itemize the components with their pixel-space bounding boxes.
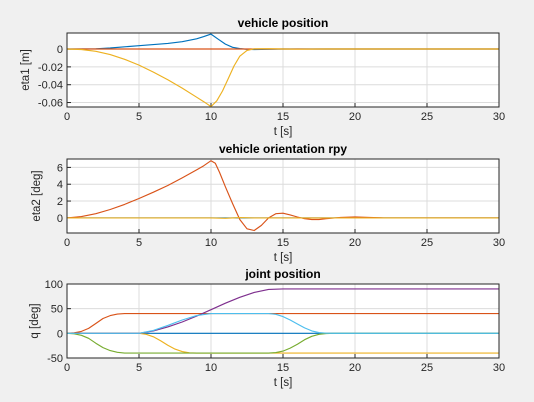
x-tick-label: 10	[205, 362, 217, 374]
x-axis-label: t [s]	[274, 126, 293, 138]
series-line-2	[67, 313, 499, 334]
x-tick-label: 0	[64, 362, 70, 374]
chart-title: joint position	[244, 267, 320, 281]
x-tick-label: 30	[493, 362, 505, 374]
y-tick-label: 0	[57, 328, 63, 340]
x-tick-label: 30	[493, 111, 505, 123]
x-tick-label: 0	[64, 237, 70, 249]
axes-border	[66, 32, 500, 108]
x-tick-label: 20	[349, 362, 361, 374]
y-tick-label: 100	[45, 279, 63, 291]
x-tick-label: 5	[136, 111, 142, 123]
x-tick-label: 5	[136, 237, 142, 249]
x-tick-label: 25	[421, 237, 433, 249]
x-tick-label: 30	[493, 237, 505, 249]
series-line-3	[67, 217, 499, 219]
subplot-1: 0 5 10 15 20 25 30 0 -0.02 -0.04 -0.06 vehicle posi…	[20, 16, 505, 138]
x-axis-label: t [s]	[274, 252, 293, 264]
y-tick-label: 0	[57, 44, 63, 56]
x-tick-label: 20	[349, 111, 361, 123]
series-group	[67, 288, 499, 354]
series-line-5	[67, 332, 499, 354]
x-tick-label: 10	[205, 237, 217, 249]
axes-border	[66, 283, 500, 359]
y-tick-label: 50	[51, 304, 63, 316]
series-group	[67, 33, 499, 107]
chart-title: vehicle orientation rpy	[219, 142, 347, 156]
series-line-3	[67, 48, 499, 107]
x-tick-label: 15	[277, 362, 289, 374]
x-tick-label: 25	[421, 362, 433, 374]
series-group	[67, 160, 499, 232]
y-tick-label: 0	[57, 213, 63, 225]
x-tick-label: 5	[136, 362, 142, 374]
y-tick-label: 2	[57, 196, 63, 208]
y-axis-label: eta2 [deg]	[31, 170, 43, 221]
chart-title: vehicle position	[238, 16, 329, 30]
y-tick-label: -0.04	[38, 80, 63, 92]
series-line-6	[67, 313, 499, 334]
x-tick-label: 0	[64, 111, 70, 123]
x-tick-label: 15	[277, 111, 289, 123]
y-tick-label: 4	[57, 179, 63, 191]
x-tick-label: 10	[205, 111, 217, 123]
y-tick-label: 6	[57, 162, 63, 174]
x-tick-label: 25	[421, 111, 433, 123]
axes-border	[66, 158, 500, 234]
y-axis-label: eta1 [m]	[20, 49, 32, 91]
y-tick-label: -0.06	[38, 98, 63, 110]
y-axis-label: q [deg]	[29, 303, 41, 338]
x-tick-label: 20	[349, 237, 361, 249]
y-tick-label: -0.02	[38, 62, 63, 74]
x-axis-label: t [s]	[274, 377, 293, 389]
y-tick-label: -50	[47, 353, 63, 365]
x-tick-label: 15	[277, 237, 289, 249]
